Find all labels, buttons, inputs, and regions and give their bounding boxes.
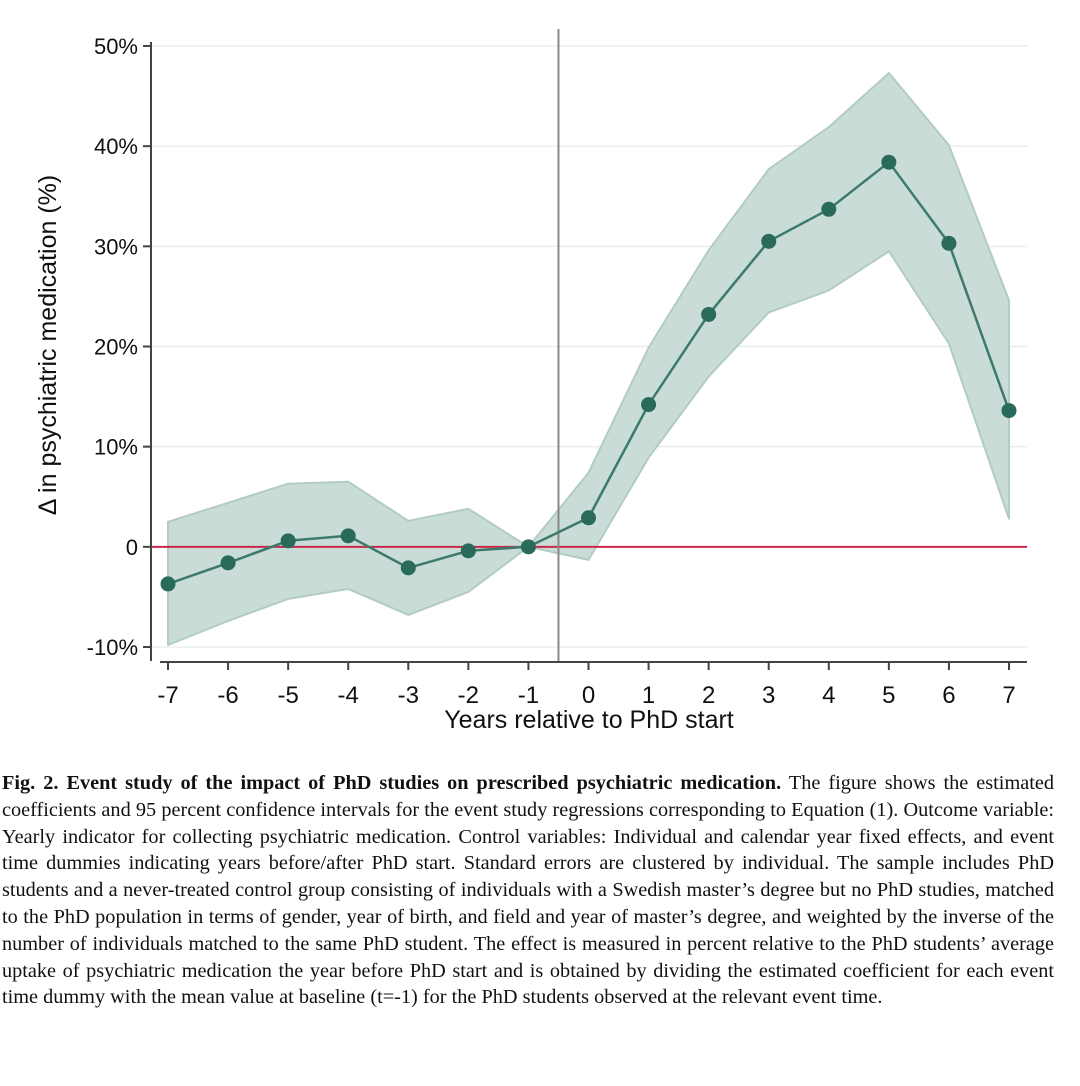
x-tick-label: -4	[338, 682, 359, 709]
data-point	[941, 235, 957, 251]
data-point	[400, 560, 416, 576]
x-tick-label: -6	[217, 682, 238, 709]
y-tick-label: 30%	[94, 234, 138, 259]
data-point	[701, 306, 717, 322]
ci-band-area	[167, 72, 1010, 646]
y-tick-label: 50%	[94, 34, 138, 59]
y-tick-label: 20%	[94, 335, 138, 360]
x-tick-label: 0	[582, 682, 595, 709]
data-point	[761, 233, 777, 249]
x-tick-label: 3	[762, 682, 775, 709]
y-tick-label: -10%	[87, 635, 138, 660]
coefficient-series	[160, 154, 1017, 592]
x-tick-label: 6	[942, 682, 955, 709]
y-tick-label: 10%	[94, 435, 138, 460]
data-point	[1001, 403, 1017, 419]
confidence-interval-band	[167, 72, 1010, 646]
gridlines	[151, 45, 1027, 648]
x-tick-label: 5	[882, 682, 895, 709]
event-study-chart: -10% 0 10% 20% 30% 40% 50% -7 -6 -5 -4 -3 -2 -1 0 1 2 3 4 5…	[34, 29, 1027, 734]
data-point	[581, 510, 596, 526]
data-point	[641, 397, 657, 413]
data-point	[280, 533, 296, 549]
figure-caption: Fig. 2. Event study of the impact of PhD…	[2, 770, 1054, 1011]
data-point	[460, 543, 476, 559]
y-tick-label: 40%	[94, 134, 138, 159]
data-point	[821, 201, 837, 217]
x-tick-label: -3	[398, 682, 419, 709]
x-tick-label: 4	[822, 682, 835, 709]
x-tick-label: -2	[458, 682, 479, 709]
data-point	[220, 555, 236, 571]
figure-caption-title: Fig. 2. Event study of the impact of PhD…	[2, 772, 782, 794]
axes: -10% 0 10% 20% 30% 40% 50% -7 -6 -5 -4 -3 -2 -1 0 1 2 3 4 5…	[87, 34, 1027, 709]
x-axis-label: Years relative to PhD start	[444, 706, 734, 734]
y-axis-label: Δ in psychiatric medication (%)	[34, 175, 62, 515]
y-tick-label: 0	[126, 535, 138, 560]
data-point	[340, 528, 356, 544]
reference-lines	[151, 29, 1027, 662]
x-tick-label: 2	[702, 682, 715, 709]
x-tick-label: -7	[157, 682, 178, 709]
x-tick-label: -5	[277, 682, 298, 709]
x-tick-label: 1	[642, 682, 655, 709]
x-tick-label: -1	[518, 682, 539, 709]
data-point	[520, 539, 536, 555]
data-point	[160, 576, 176, 592]
data-point	[881, 154, 897, 170]
figure-caption-text: The figure shows the estimated coefficie…	[2, 772, 1054, 1009]
x-tick-label: 7	[1002, 682, 1015, 709]
